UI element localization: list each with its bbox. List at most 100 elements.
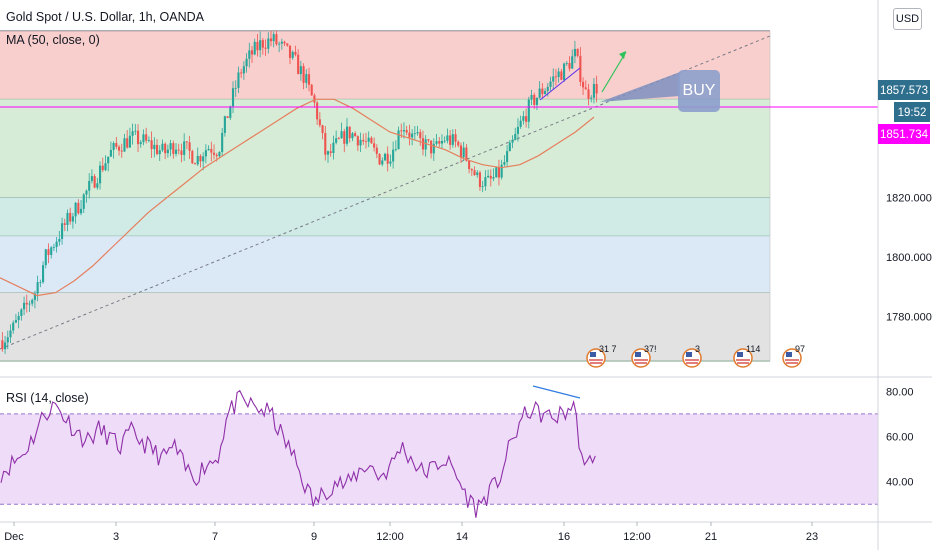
price-zone <box>0 197 770 237</box>
candle-body <box>362 139 365 142</box>
price-tick: 1800.000 <box>886 252 932 264</box>
rsi-divergence-line[interactable] <box>532 385 581 399</box>
countdown-label: 19:52 <box>898 107 927 119</box>
candle-body <box>52 247 55 248</box>
candle-body <box>123 138 126 152</box>
candle-body <box>215 154 218 157</box>
event-badges[interactable]: 31 7 37! 3 114 97 <box>586 344 805 368</box>
event-count: 37! <box>644 344 657 354</box>
candle-body <box>242 66 245 74</box>
candle-body <box>28 303 31 305</box>
level-price-label: 1851.734 <box>880 129 929 141</box>
rsi-tick: 80.00 <box>886 386 914 398</box>
candle-body <box>280 41 283 44</box>
candle-body <box>329 151 332 153</box>
candle-body <box>389 161 392 164</box>
candle-body <box>584 87 587 90</box>
candle-body <box>188 142 191 151</box>
candle-body <box>516 126 520 134</box>
candle-body <box>128 135 131 148</box>
candle-body <box>440 141 444 144</box>
level-price-tag <box>878 124 930 144</box>
candle-body <box>489 175 492 179</box>
candle-body <box>552 76 555 82</box>
candle-body <box>226 116 229 118</box>
candle-body <box>288 45 292 58</box>
candle-body <box>432 143 435 154</box>
candle-body <box>6 337 9 343</box>
ma-indicator-label[interactable]: MA (50, close, 0) <box>6 33 100 47</box>
candle-body <box>77 202 80 214</box>
candle-body <box>565 63 568 64</box>
candle-body <box>185 141 188 143</box>
candle-body <box>275 34 278 45</box>
candle-body <box>533 94 536 105</box>
candle-body <box>568 63 571 69</box>
candle-body <box>313 95 316 103</box>
time-label: Dec <box>4 531 24 543</box>
candle-body <box>435 141 438 144</box>
candle-body <box>55 241 58 248</box>
candle-body <box>514 133 517 140</box>
rsi-tick: 60.00 <box>886 431 914 443</box>
price-tick: 1820.000 <box>886 192 932 204</box>
event-count: 114 <box>746 344 760 354</box>
target-arrow-head <box>619 51 626 59</box>
candle-body <box>177 149 180 151</box>
candle-body <box>107 156 110 164</box>
callout-pointer <box>600 72 680 102</box>
rsi-tick: 40.00 <box>886 477 914 489</box>
target-arrow[interactable] <box>601 51 627 93</box>
price-zone <box>0 236 770 293</box>
candle-body <box>563 63 566 80</box>
candle-body <box>506 151 509 163</box>
candle-body <box>196 155 199 165</box>
candle-body <box>93 176 96 188</box>
candle-body <box>115 143 118 147</box>
candle-body <box>348 126 351 139</box>
candle-body <box>297 54 300 75</box>
candle-body <box>74 202 77 217</box>
time-label: 3 <box>113 531 119 543</box>
candle-body <box>88 180 91 191</box>
candle-body <box>36 282 39 294</box>
candle-body <box>465 147 468 161</box>
candle-body <box>400 130 403 132</box>
candle-body <box>582 81 585 88</box>
candle-body <box>180 150 183 155</box>
candle-body <box>343 131 346 144</box>
candle-body <box>321 125 324 134</box>
candle-body <box>250 50 254 55</box>
candle-body <box>530 94 533 100</box>
time-label: 12:00 <box>623 531 651 543</box>
candle-body <box>554 76 557 78</box>
candle-body <box>223 116 226 133</box>
time-label: 9 <box>311 531 317 543</box>
candlesticks <box>1 30 598 354</box>
candle-body <box>549 81 552 87</box>
candle-body <box>109 149 112 157</box>
candle-body <box>14 320 17 323</box>
flag-canton <box>686 352 692 357</box>
candle-body <box>508 142 511 152</box>
candle-body <box>47 249 50 255</box>
candle-body <box>207 148 210 151</box>
candle-body <box>253 41 256 55</box>
candle-body <box>438 141 441 144</box>
candle-body <box>131 131 134 136</box>
flag-canton <box>590 352 596 357</box>
candle-body <box>150 140 153 150</box>
candle-body <box>12 322 15 331</box>
candle-body <box>231 88 235 107</box>
rsi-band <box>0 413 878 505</box>
candle-body <box>193 163 197 165</box>
candle-body <box>4 342 7 350</box>
channel-line[interactable] <box>539 67 581 101</box>
buy-callout[interactable] <box>678 70 720 112</box>
candle-body <box>576 48 579 56</box>
rsi-indicator-label[interactable]: RSI (14, close) <box>6 391 89 405</box>
currency-button[interactable]: USD <box>893 8 922 30</box>
candle-body <box>283 41 286 44</box>
candle-body <box>381 160 384 165</box>
